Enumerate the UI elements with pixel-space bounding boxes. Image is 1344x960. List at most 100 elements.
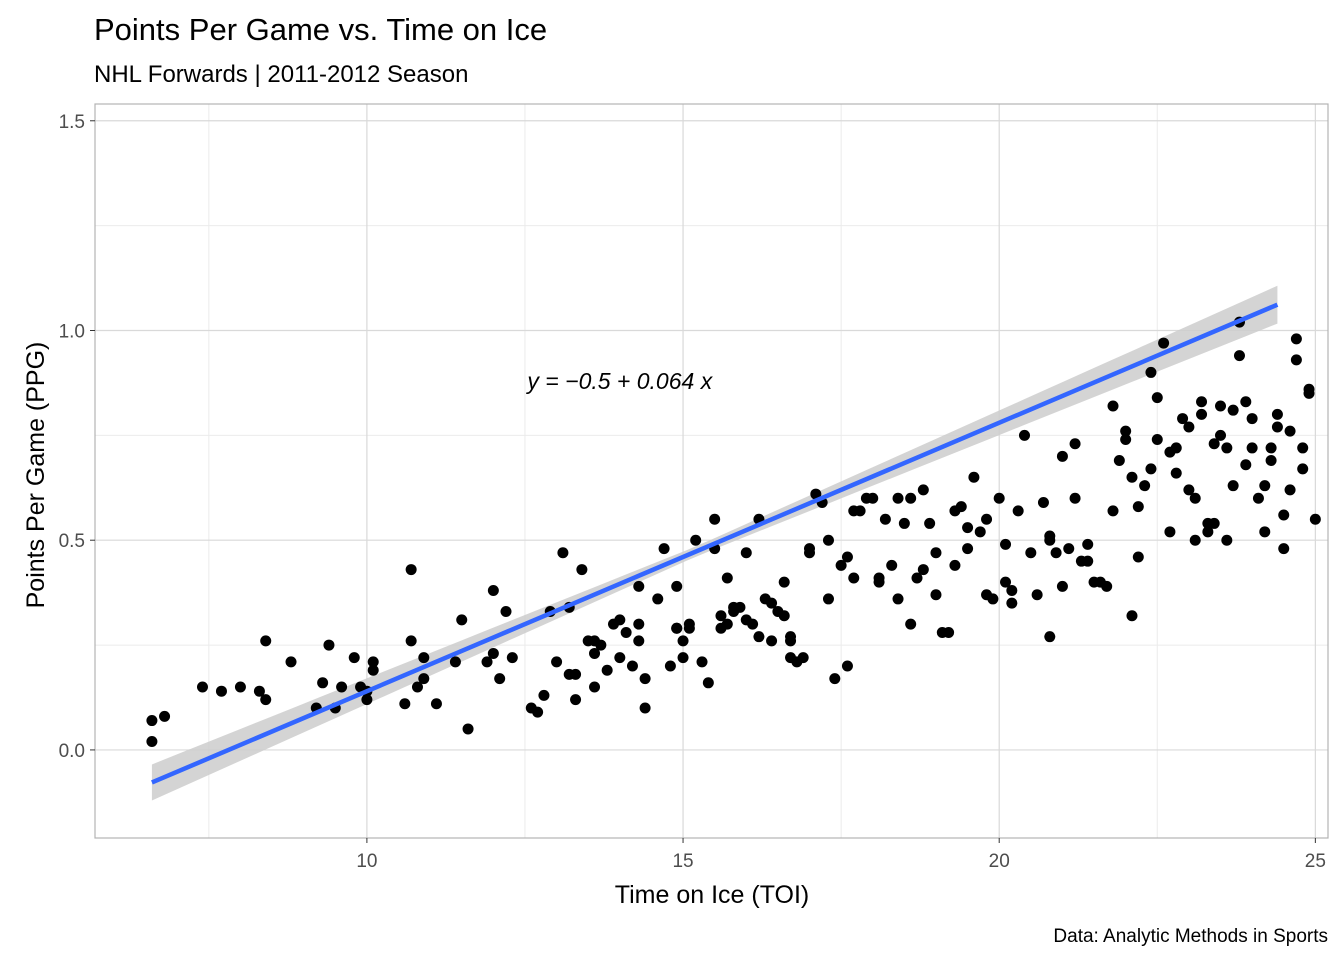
data-point: [683, 618, 695, 630]
data-point: [1297, 463, 1309, 475]
data-point: [664, 660, 676, 672]
data-point: [1252, 492, 1264, 504]
data-point: [336, 681, 348, 693]
data-point: [260, 694, 272, 706]
data-point: [955, 501, 967, 513]
data-point: [911, 572, 923, 584]
data-point: [962, 543, 974, 555]
data-point: [930, 589, 942, 601]
data-point: [367, 664, 379, 676]
data-point: [1278, 543, 1290, 555]
data-point: [658, 543, 670, 555]
data-point: [993, 492, 1005, 504]
y-tick-label: 1.5: [59, 112, 85, 133]
data-point: [886, 559, 898, 571]
data-point: [879, 513, 891, 525]
regression-line: [151, 302, 1279, 785]
data-point: [1309, 513, 1321, 525]
data-point: [1240, 396, 1252, 408]
data-point: [159, 710, 171, 722]
data-point: [626, 660, 638, 672]
data-point: [146, 715, 158, 727]
data-point: [411, 681, 423, 693]
x-tick-label: 25: [1305, 851, 1326, 872]
data-point: [1044, 631, 1056, 643]
data-point: [285, 656, 297, 668]
plot-panel: 10 15 20 25 0.0 0.5 1.0 1.5 y = −0.5 + 0.064 x: [59, 103, 1329, 872]
data-point: [494, 673, 506, 685]
data-point: [601, 664, 613, 676]
data-point: [1082, 555, 1094, 567]
data-point: [1151, 434, 1163, 446]
data-point: [1164, 526, 1176, 538]
x-tick-label: 10: [356, 851, 377, 872]
data-point: [753, 631, 765, 643]
data-point: [456, 614, 468, 626]
data-point: [1221, 534, 1233, 546]
data-point: [981, 513, 993, 525]
data-point: [1145, 463, 1157, 475]
data-point: [1170, 467, 1182, 479]
data-point: [930, 547, 942, 559]
data-point: [1158, 337, 1170, 349]
data-point: [1025, 547, 1037, 559]
data-point: [715, 610, 727, 622]
data-point: [747, 618, 759, 630]
data-point: [506, 652, 518, 664]
data-point: [1215, 429, 1227, 441]
data-point: [1063, 543, 1075, 555]
data-point: [1202, 526, 1214, 538]
data-point: [766, 635, 778, 647]
data-point: [1284, 425, 1296, 437]
data-point: [1189, 492, 1201, 504]
data-point: [1126, 610, 1138, 622]
data-point: [892, 492, 904, 504]
data-point: [1132, 501, 1144, 513]
data-point: [1132, 551, 1144, 563]
y-axis-title: Points Per Game (PPG): [22, 342, 50, 609]
data-point: [848, 572, 860, 584]
data-point: [449, 656, 461, 668]
data-point: [633, 580, 645, 592]
data-point: [829, 673, 841, 685]
data-point: [1006, 597, 1018, 609]
data-point: [867, 492, 879, 504]
data-point: [589, 647, 601, 659]
data-point: [968, 471, 980, 483]
data-point: [253, 685, 265, 697]
chart-title: Points Per Game vs. Time on Ice: [94, 12, 547, 47]
data-point: [234, 681, 246, 693]
data-point: [652, 593, 664, 605]
data-point: [974, 526, 986, 538]
equation-annotation: y = −0.5 + 0.064 x: [525, 368, 713, 394]
data-point: [917, 484, 929, 496]
data-point: [1037, 496, 1049, 508]
data-point: [1031, 589, 1043, 601]
data-point: [905, 618, 917, 630]
data-point: [1107, 505, 1119, 517]
data-point: [917, 564, 929, 576]
data-point: [797, 652, 809, 664]
data-point: [418, 652, 430, 664]
data-point: [949, 559, 961, 571]
data-point: [1290, 333, 1302, 345]
data-point: [1069, 438, 1081, 450]
data-point: [633, 635, 645, 647]
data-point: [1126, 471, 1138, 483]
data-point: [1000, 576, 1012, 588]
data-point: [557, 547, 569, 559]
data-point: [1240, 459, 1252, 471]
data-point: [1056, 450, 1068, 462]
data-point: [822, 593, 834, 605]
data-point: [962, 522, 974, 534]
data-point: [1208, 438, 1220, 450]
data-point: [778, 610, 790, 622]
data-point: [778, 576, 790, 588]
data-point: [614, 614, 626, 626]
data-point: [1271, 408, 1283, 420]
data-point: [595, 639, 607, 651]
data-point: [1151, 392, 1163, 404]
data-point: [785, 631, 797, 643]
chart-caption: Data: Analytic Methods in Sports: [1053, 926, 1328, 947]
